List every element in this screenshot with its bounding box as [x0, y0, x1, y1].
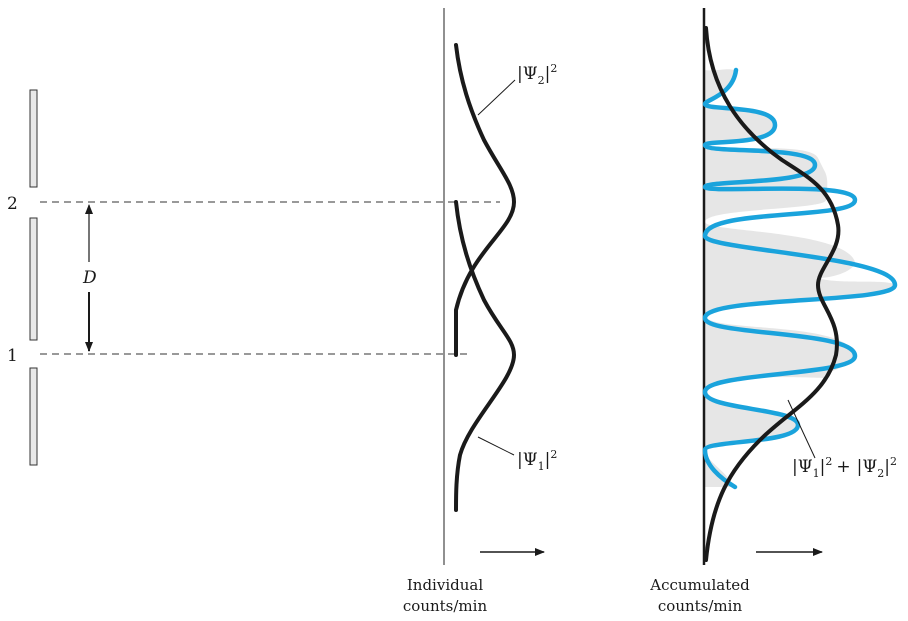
- psi2-squared-curve: [454, 43, 517, 357]
- psi2-squared-label: |Ψ2|2: [517, 62, 557, 87]
- psi1-squared-label: |Ψ1|2: [517, 448, 557, 473]
- individual-caption-line2: counts/min: [403, 597, 488, 615]
- accumulated-caption-line2: counts/min: [658, 597, 743, 615]
- sum-of-squares-label: |Ψ1|2 + |Ψ2|2: [792, 455, 897, 480]
- sum-of-squares-curve: [704, 26, 841, 562]
- individual-caption-line1: Individual: [407, 576, 483, 594]
- interference-fill: [704, 69, 895, 488]
- psi1-leader-line: [477, 436, 515, 456]
- barrier-segment-bottom: [29, 367, 38, 466]
- interference-pattern-curve: [702, 67, 898, 490]
- barrier-segment-top: [29, 89, 38, 188]
- slit-2-label: 2: [7, 194, 18, 214]
- barrier-segment-middle: [29, 217, 38, 341]
- sum-leader-line: [787, 399, 816, 459]
- separation-label: D: [82, 268, 97, 288]
- slit-1-label: 1: [7, 346, 18, 366]
- psi2-leader-line: [477, 79, 516, 116]
- psi1-squared-curve: [454, 200, 517, 512]
- slit-barrier: [29, 89, 38, 466]
- accumulated-caption-line1: Accumulated: [649, 576, 750, 594]
